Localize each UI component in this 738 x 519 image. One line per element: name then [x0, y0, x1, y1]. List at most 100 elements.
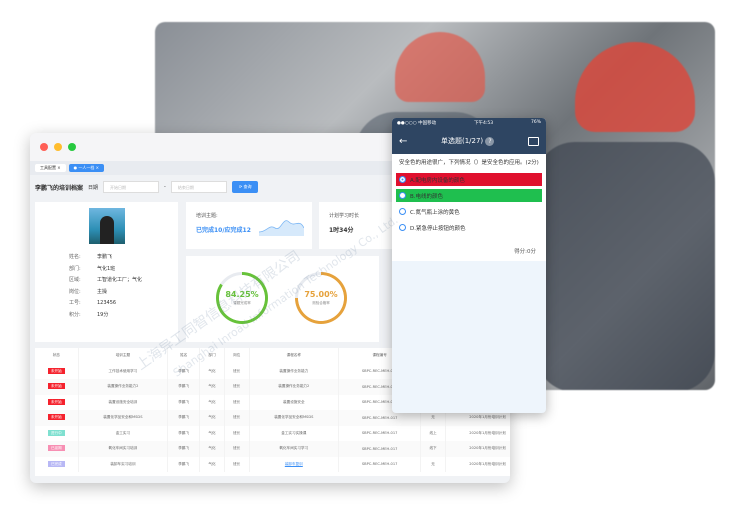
column-header: 岗位 — [224, 348, 250, 364]
table-cell: 2020年1月份培训计划 — [445, 441, 510, 457]
answer-sheet-icon[interactable] — [528, 136, 539, 146]
column-header: 姓名 — [167, 348, 201, 364]
tab-bar: 工具配置 × ● 一人一档 × — [30, 161, 510, 175]
answer-option[interactable]: C.氮气瓶上涂的黄色 — [396, 205, 542, 218]
status-badge: 未开始 — [47, 414, 65, 421]
rings-card: 84.25% 课题完成率 75.00% 测验合格率 — [186, 256, 379, 342]
profile-key: 岗位: — [69, 288, 81, 295]
end-date-input[interactable]: 结束日期 — [170, 181, 227, 193]
table-cell: 班长 — [224, 410, 250, 426]
answer-option[interactable]: B.电线的颜色 — [396, 189, 542, 202]
profile-row: 区域: 工智道化工厂；气化 — [69, 275, 178, 287]
table-cell: 2020年1月份培训计划 — [445, 425, 510, 441]
profile-row: 姓名: 李鹏飞 — [69, 252, 178, 264]
time: 下午4:53 — [473, 121, 494, 126]
profile-value: 气化1班 — [97, 265, 116, 272]
profile-row: 工号: 123456 — [69, 298, 178, 310]
pass-rate-ring: 75.00% 测验合格率 — [295, 272, 347, 324]
table-cell: 无 — [420, 410, 446, 426]
table-cell: 装置操作业务能力 — [249, 363, 340, 379]
table-cell: 装卸车实习培训 — [78, 456, 169, 472]
radio-icon[interactable] — [399, 208, 406, 215]
phone-screen: ●●○○○ 中国移动 下午4:53 76% ← 单选题(1/27) ? 安全色的用途… — [392, 118, 546, 413]
table-cell: 气化 — [199, 456, 225, 472]
table-row[interactable]: 已延期 氧化车间实习培训 李鹏飞 气化 班长 氧化车间实习学习 SBPC-REC-MEH-0… — [35, 441, 510, 457]
status-badge: 进行中 — [47, 429, 65, 436]
status-badge: 未开始 — [47, 367, 65, 374]
table-cell: 班长 — [224, 441, 250, 457]
completion-ring: 84.25% 课题完成率 — [216, 272, 268, 324]
plan-label: 计划学习时长 — [329, 213, 360, 219]
table-cell: 气化 — [199, 394, 225, 410]
page-title: 李鹏飞的培训档案 — [35, 184, 84, 192]
ring-label: 测验合格率 — [312, 301, 330, 305]
back-arrow-icon[interactable]: ← — [399, 135, 408, 147]
table-cell: 2020年1月份培训计划 — [445, 456, 510, 472]
topic-card: 培训主题: 已完成10/应完成12 — [186, 202, 312, 249]
profile-key: 积分: — [69, 311, 81, 318]
topic-value: 已完成10/应完成12 — [196, 227, 251, 234]
ring-value: 84.25% — [225, 290, 259, 299]
table-cell: 气化 — [199, 441, 225, 457]
table-cell: 班长 — [224, 379, 250, 395]
carrier: ●●○○○ 中国移动 — [397, 121, 437, 126]
minimize-dot[interactable] — [54, 143, 62, 151]
tab-profile[interactable]: ● 一人一档 × — [68, 164, 105, 172]
ring-value: 75.00% — [304, 290, 338, 299]
table-cell: 无 — [420, 456, 446, 472]
answer-option[interactable]: D.紧急停止按钮的颜色 — [396, 221, 542, 234]
question-text: 安全色的用途很广，下列情况（）是安全色的应用。(2分) — [392, 154, 546, 173]
answer-option[interactable]: A.配电房内设备的颜色 — [396, 173, 542, 186]
status-badge: 已延期 — [47, 445, 65, 452]
profile-row: 积分: 19分 — [69, 310, 178, 322]
table-cell: 线上 — [420, 425, 446, 441]
table-cell: 李鹏飞 — [167, 456, 201, 472]
radio-icon[interactable] — [399, 176, 406, 183]
score: 得分:0分 — [392, 241, 546, 261]
option-label: D.紧急停止按钮的颜色 — [410, 225, 466, 232]
profile-value: 工智道化工厂；气化 — [97, 277, 143, 283]
maximize-dot[interactable] — [68, 143, 76, 151]
start-date-input[interactable]: 开始日期 — [103, 181, 160, 193]
radio-icon[interactable] — [399, 192, 406, 199]
profile-key: 区域: — [69, 277, 81, 283]
table-cell: SBPC-REC-MEH-017 — [338, 441, 422, 457]
table-cell: 气化 — [199, 379, 225, 395]
close-dot[interactable] — [40, 143, 48, 151]
table-cell: 李鹏飞 — [167, 441, 201, 457]
table-cell: 氧化车间实习学习 — [249, 441, 340, 457]
date-label: 日期 — [88, 184, 99, 191]
profile-key: 部门: — [69, 265, 81, 272]
table-cell: 2020年1月份培训计划 — [445, 410, 510, 426]
table-cell: 线下 — [420, 441, 446, 457]
table-cell: 气化 — [199, 410, 225, 426]
table-cell: 气化 — [199, 425, 225, 441]
query-button[interactable]: ⟳ 查询 — [231, 181, 259, 193]
date-separator: - — [164, 184, 166, 190]
table-cell: SBPC-REC-MEH-017 — [338, 410, 422, 426]
table-cell: 装置操作业务能力2 — [249, 379, 340, 395]
profile-card: 姓名: 李鹏飞 部门: 气化1班区域: 工智道化工厂；气化岗位: 主操 工号: 123456 积… — [35, 202, 178, 342]
profile-row: 岗位: 主操 — [69, 287, 178, 299]
table-cell: 李鹏飞 — [167, 363, 201, 379]
table-cell: 装置设施安全 — [249, 394, 340, 410]
table-cell: 工作技术使用学习 — [78, 363, 169, 379]
help-icon[interactable]: ? — [485, 137, 495, 146]
topic-label: 培训主题: — [196, 213, 218, 219]
tab-tool-config[interactable]: 工具配置 × — [35, 164, 66, 172]
table-cell: 李鹏飞 — [167, 379, 201, 395]
question-title: 单选题(1/27) — [440, 137, 484, 145]
table-row[interactable]: 未开始 装置化学品安全和MSDS 李鹏飞 气化 班长 装置化学品安全和MSDS SBPC-R… — [35, 410, 510, 426]
table-cell: 装置操作业务能力2 — [78, 379, 169, 395]
table-cell: 装卸车复训 — [249, 456, 340, 472]
column-header: 状态 — [35, 348, 79, 364]
table-cell: 班长 — [224, 394, 250, 410]
profile-row: 部门: 气化1班 — [69, 264, 178, 276]
radio-icon[interactable] — [399, 224, 406, 231]
table-cell: 装置设施安全培训 — [78, 394, 169, 410]
table-cell: 李鹏飞 — [167, 394, 201, 410]
table-cell: 氧化车间实习培训 — [78, 441, 169, 457]
table-row[interactable]: 已完成 装卸车实习培训 李鹏飞 气化 班长 装卸车复训 SBPC-REC-MEH-017 无 2… — [35, 456, 510, 472]
table-cell: 李鹏飞 — [167, 410, 201, 426]
table-row[interactable]: 进行中 金工实习 李鹏飞 气化 班长 金工实习实操课 SBPC-REC-MEH-017 线上 2… — [35, 425, 510, 441]
